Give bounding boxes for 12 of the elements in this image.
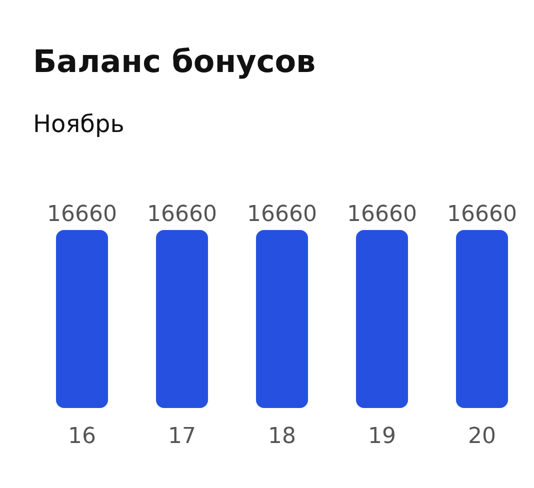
x-tick-label: 17 — [168, 424, 196, 449]
data-label: 16660 — [47, 202, 117, 227]
data-label: 16660 — [447, 202, 517, 227]
x-tick-label: 20 — [468, 424, 496, 449]
data-label: 16660 — [247, 202, 317, 227]
chart-title: Баланс бонусов — [33, 44, 316, 80]
x-tick-label: 19 — [368, 424, 396, 449]
data-label: 16660 — [347, 202, 417, 227]
data-label: 16660 — [147, 202, 217, 227]
x-tick-label: 16 — [68, 424, 96, 449]
chart-subtitle: Ноябрь — [33, 110, 124, 138]
x-tick-label: 18 — [268, 424, 296, 449]
